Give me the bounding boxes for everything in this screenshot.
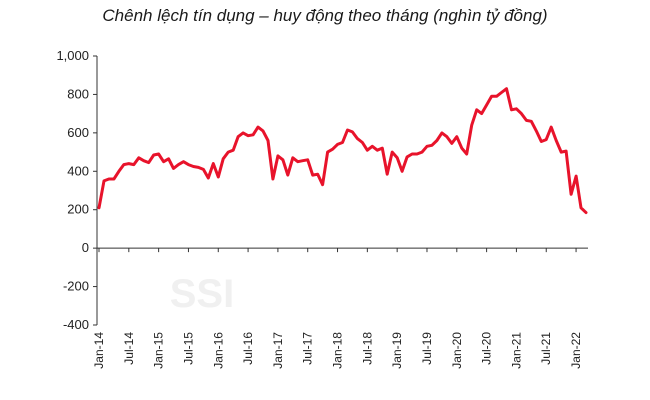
y-axis: 1,000 800 600 400 200 0 -200 -400 bbox=[56, 48, 98, 332]
x-tick-label: Jan-19 bbox=[390, 332, 404, 369]
x-tick-label: Jan-14 bbox=[92, 332, 106, 369]
x-tick-label: Jul-18 bbox=[360, 332, 374, 365]
series-layer bbox=[97, 87, 588, 215]
y-tick-label: -400 bbox=[63, 317, 89, 332]
x-tick-label: Jan-22 bbox=[569, 332, 583, 369]
y-tick-label: 0 bbox=[82, 240, 89, 255]
x-tick-label: Jan-21 bbox=[509, 332, 523, 369]
x-tick-label: Jul-17 bbox=[301, 332, 315, 365]
x-axis: Jan-14 Jul-14 Jan-15 Jul-15 Jan-16 Jul-16 Jan-… bbox=[92, 247, 588, 369]
x-tick-label: Jul-21 bbox=[539, 332, 553, 365]
x-tick-label: Jul-14 bbox=[122, 332, 136, 365]
x-tick-label: Jul-15 bbox=[181, 332, 195, 365]
watermark-text: SSI bbox=[170, 272, 234, 316]
series-line bbox=[97, 87, 588, 215]
x-tick-label: Jul-20 bbox=[480, 332, 494, 365]
x-tick-label: Jan-15 bbox=[152, 332, 166, 369]
y-tick-label: -200 bbox=[63, 279, 89, 294]
y-tick-label: 400 bbox=[67, 163, 89, 178]
y-tick-label: 800 bbox=[67, 86, 89, 101]
x-tick-label: Jan-17 bbox=[271, 332, 285, 369]
y-tick-label: 200 bbox=[67, 202, 89, 217]
x-tick-label: Jan-16 bbox=[211, 332, 225, 369]
y-tick-label: 1,000 bbox=[56, 48, 89, 63]
chart-title: Chênh lệch tín dụng – huy động theo thán… bbox=[102, 6, 548, 25]
x-tick-label: Jan-20 bbox=[450, 332, 464, 369]
x-tick-label: Jul-19 bbox=[420, 332, 434, 365]
y-tick-label: 600 bbox=[67, 125, 89, 140]
x-tick-label: Jul-16 bbox=[241, 332, 255, 365]
x-tick-label: Jan-18 bbox=[331, 332, 345, 369]
